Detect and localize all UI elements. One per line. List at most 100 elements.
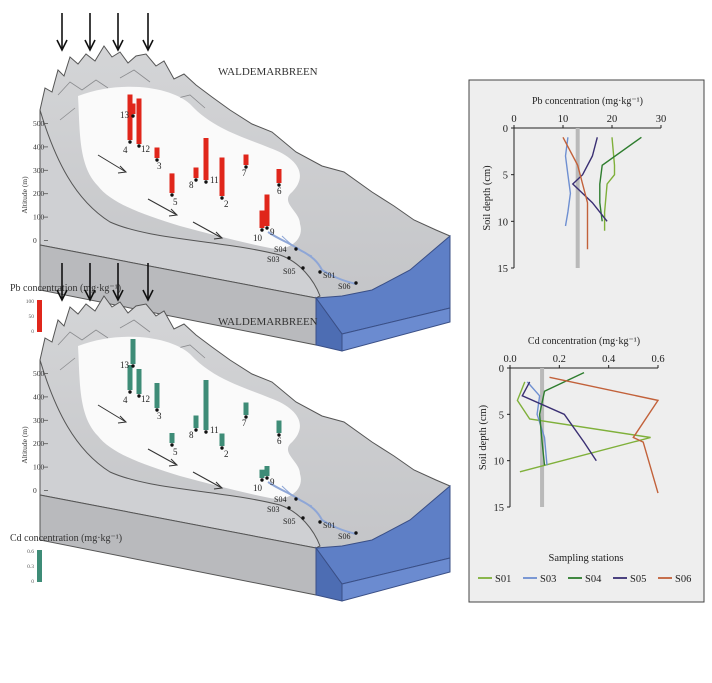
station-label-9: 9 (270, 477, 275, 487)
station-bar-2 (219, 433, 225, 446)
station-bar-8 (193, 415, 199, 428)
station-label-10: 10 (253, 483, 263, 493)
station-point-13 (131, 364, 135, 368)
series-line-S03 (564, 137, 572, 227)
legend-label-S06: S06 (675, 574, 691, 585)
deposition-arrow-head (56, 289, 68, 302)
station-point-10 (260, 228, 264, 232)
water-station-label: S06 (338, 532, 350, 541)
water-station-label: S06 (338, 282, 350, 291)
station-bar-11 (203, 138, 209, 180)
water-station-point (287, 506, 291, 510)
ice-flow-arrowhead (168, 208, 179, 217)
water-station-point (318, 520, 322, 524)
sampling-stations-legend: Sampling stations S01 S03 S04 S05 S06 (478, 553, 691, 585)
x-tick-label: 0.0 (503, 354, 516, 365)
station-label-3: 3 (157, 411, 162, 421)
station-bar-3 (154, 147, 160, 158)
station-point-2 (220, 446, 224, 450)
y-tick-label: 15 (494, 503, 505, 514)
station-point-12 (137, 144, 141, 148)
left-slope (39, 109, 321, 299)
station-point-2 (220, 196, 224, 200)
station-bar-5 (169, 173, 175, 193)
meltwater-river (267, 231, 357, 285)
series-line-S01 (516, 381, 651, 473)
station-label-4: 4 (123, 145, 128, 155)
legend-title: Sampling stations (549, 553, 624, 564)
station-bar-9 (264, 466, 270, 476)
legend-label-S03: S03 (540, 574, 556, 585)
station-label-11: 11 (210, 175, 219, 185)
station-bar-2 (219, 157, 225, 196)
station-label-4: 4 (123, 395, 128, 405)
altitude-tick-label: 300 (33, 416, 45, 425)
water-station-point (294, 247, 298, 251)
ice-flow-arrowhead (168, 458, 179, 467)
glacier-name: WALDEMARBREEN (218, 316, 318, 328)
ice-flow-arrowhead (213, 481, 224, 490)
station-label-7: 7 (242, 418, 247, 428)
ice-flow-arrow (192, 471, 223, 489)
x-tick-label: 30 (656, 114, 667, 125)
station-label-9: 9 (270, 227, 275, 237)
profile-chart-1: Cd concentration (mg·kg⁻¹) 0.0 0.2 0.4 0.6 0 5… (478, 336, 665, 514)
water-station-label: S05 (283, 517, 295, 526)
ice-flow-arrow (97, 154, 127, 173)
station-point-12 (137, 394, 141, 398)
station-bar-5 (169, 433, 175, 443)
charts-layer: Pb concentration (mg·kg⁻¹) 0 10 20 30 0 5 10 15 S… (468, 79, 705, 603)
altitude-axis-label: Altitude (m) (20, 426, 29, 464)
y-tick-label: 0 (503, 124, 508, 135)
water-station-point (318, 270, 322, 274)
chart-title: Cd concentration (mg·kg⁻¹) (528, 336, 640, 347)
station-point-4 (128, 140, 132, 144)
ridge-lines (57, 69, 206, 121)
station-bar-7 (243, 402, 249, 415)
station-bar-9 (264, 194, 270, 226)
station-label-12: 12 (141, 394, 150, 404)
altitude-tick-label: 500 (33, 369, 45, 378)
water-station-label: S04 (274, 245, 286, 254)
ridge-lines (57, 319, 206, 371)
legend-label-S05: S05 (630, 574, 646, 585)
station-bar-4 (127, 365, 133, 390)
station-point-13 (131, 114, 135, 118)
station-bar-7 (243, 154, 249, 165)
ice-flow-arrowhead (117, 165, 128, 174)
deposition-arrow-head (56, 39, 68, 52)
altitude-tick-label: 0 (33, 236, 37, 245)
station-bar-13 (130, 103, 136, 114)
station-point-3 (155, 408, 159, 412)
water-station-label: S05 (283, 267, 295, 276)
water-station-label: S01 (323, 271, 335, 280)
y-axis-label: Soil depth (cm) (482, 165, 493, 231)
legend-label-S01: S01 (495, 574, 511, 585)
legend-tick-label: 0.6 (27, 549, 34, 555)
station-bar-6 (276, 420, 282, 433)
series-line-S06 (549, 376, 660, 494)
concentration-legend-bar (37, 550, 42, 582)
station-point-4 (128, 390, 132, 394)
glacier-name: WALDEMARBREEN (218, 66, 318, 78)
altitude-axis-label: Altitude (m) (20, 176, 29, 214)
station-label-8: 8 (189, 430, 194, 440)
altitude-tick-label: 100 (33, 463, 45, 472)
y-tick-label: 5 (499, 410, 504, 421)
station-label-13: 13 (120, 360, 130, 370)
altitude-tick-label: 300 (33, 166, 45, 175)
station-point-8 (194, 178, 198, 182)
profile-chart-0: Pb concentration (mg·kg⁻¹) 0 10 20 30 0 5 10 15 S… (482, 96, 666, 275)
station-point-11 (204, 180, 208, 184)
x-tick-label: 0 (511, 114, 516, 125)
water-station-point (294, 497, 298, 501)
station-bar-10 (259, 469, 265, 478)
water-station-label: S03 (267, 505, 279, 514)
deposition-arrow-head (84, 289, 96, 302)
legend-tick-label: 0 (31, 579, 34, 585)
station-label-10: 10 (253, 233, 263, 243)
x-tick-label: 0.4 (602, 354, 616, 365)
